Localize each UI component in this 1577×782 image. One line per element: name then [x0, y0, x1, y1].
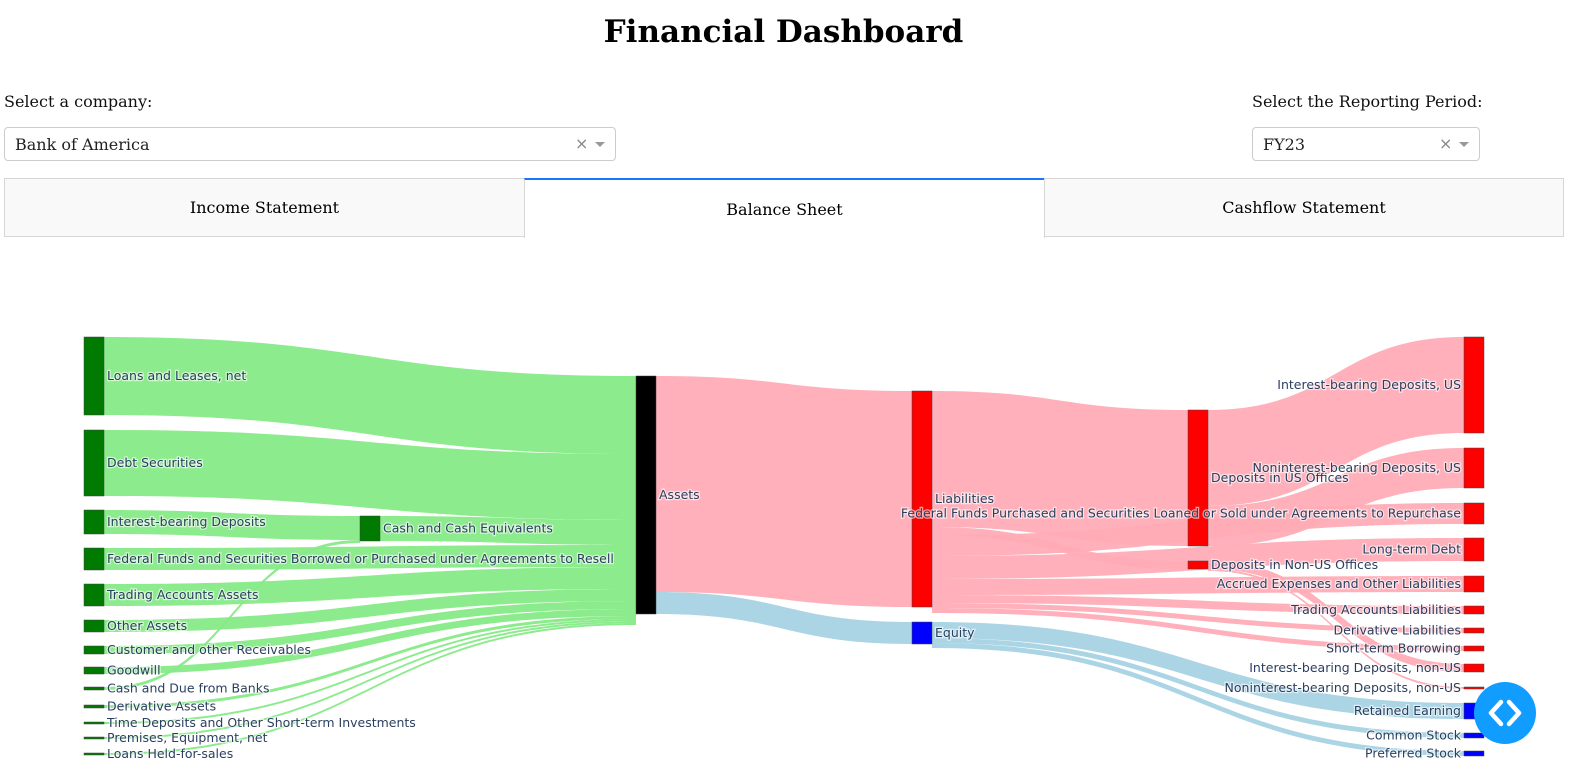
sankey-node-goodwill[interactable] [83, 666, 105, 675]
sankey-node-liabilities[interactable] [911, 390, 933, 608]
sankey-node-ibd_nonus[interactable] [1463, 663, 1485, 673]
sankey-link-debt-to-assets [104, 430, 636, 520]
company-select-value: Bank of America [15, 135, 150, 154]
sankey-node-dep_us[interactable] [1187, 409, 1209, 547]
sankey-node-preferred[interactable] [1463, 750, 1485, 757]
sankey-node-held_sale[interactable] [83, 752, 105, 756]
sankey-label-ibd_nonus: Interest-bearing Deposits, non-US [1249, 660, 1461, 675]
sankey-labels: Loans and Leases, net Debt Securities Inte… [105, 367, 1463, 763]
clear-icon[interactable]: × [1439, 134, 1453, 153]
tab-cashflow-statement[interactable]: Cashflow Statement [1044, 178, 1564, 237]
sankey-label-ibd_us: Interest-bearing Deposits, US [1277, 377, 1461, 392]
sankey-label-stb: Short-term Borrowing [1326, 641, 1461, 656]
company-select-label: Select a company: [4, 92, 153, 111]
sankey-node-equity[interactable] [911, 621, 933, 645]
sankey-label-common: Common Stock [1366, 728, 1462, 743]
sankey-label-assets: Assets [659, 487, 700, 502]
sankey-label-cash_eq: Cash and Cash Equivalents [383, 521, 553, 536]
period-select-value: FY23 [1263, 135, 1306, 154]
sankey-node-fedfunds_liab[interactable] [1463, 502, 1485, 525]
sankey-node-ltd[interactable] [1463, 537, 1485, 562]
sankey-label-fedfunds_asset: Federal Funds and Securities Borrowed or… [107, 551, 614, 566]
sankey-label-held_sale: Loans Held-for-sales [107, 746, 233, 761]
sankey-link-liabilities-to-dep_nonus [932, 527, 1188, 569]
sankey-label-fedfunds_liab: Federal Funds Purchased and Securities L… [901, 506, 1461, 521]
statement-tabs: Income Statement Balance Sheet Cashflow … [4, 178, 1564, 238]
sankey-label-ltd: Long-term Debt [1362, 542, 1461, 557]
sankey-label-nibd_us: Noninterest-bearing Deposits, US [1253, 460, 1462, 475]
sankey-label-trading_asset: Trading Accounts Assets [106, 587, 258, 602]
sankey-label-liabilities: Liabilities [935, 491, 994, 506]
sankey-node-fedfunds_asset[interactable] [83, 547, 105, 571]
sankey-label-dep_us: Deposits in US Offices [1211, 470, 1349, 485]
tab-balance-sheet[interactable]: Balance Sheet [524, 178, 1045, 238]
sankey-node-debt[interactable] [83, 429, 105, 497]
sankey-node-ibd_us[interactable] [1463, 336, 1485, 434]
sankey-label-retained: Retained Earning [1354, 703, 1461, 718]
sankey-label-debt: Debt Securities [107, 455, 203, 470]
sankey-label-nibd_nonus: Noninterest-bearing Deposits, non-US [1225, 680, 1462, 695]
clear-icon[interactable]: × [575, 134, 589, 153]
sankey-label-receivables: Customer and other Receivables [107, 642, 311, 657]
sankey-link-liabilities-to-dep_us [932, 391, 1188, 546]
chevron-down-icon[interactable] [595, 142, 605, 147]
sankey-node-other_assets[interactable] [83, 619, 105, 633]
sankey-node-accrued[interactable] [1463, 575, 1485, 593]
period-select[interactable]: FY23 × [1252, 127, 1480, 161]
sankey-nodes [83, 336, 1485, 757]
sankey-node-loans[interactable] [83, 336, 105, 416]
sankey-node-nibd_nonus[interactable] [1463, 686, 1485, 690]
chevron-down-icon[interactable] [1459, 142, 1469, 147]
tab-income-statement[interactable]: Income Statement [4, 178, 525, 237]
sankey-node-assets[interactable] [635, 375, 657, 615]
company-select[interactable]: Bank of America × [4, 127, 616, 161]
sankey-label-dep_nonus: Deposits in Non-US Offices [1211, 557, 1378, 572]
sankey-label-deriv_liab: Derivative Liabilities [1334, 623, 1461, 638]
sankey-label-deriv_asset: Derivative Assets [107, 699, 216, 714]
sankey-label-loans: Loans and Leases, net [107, 368, 246, 383]
sankey-node-cash_eq[interactable] [359, 515, 381, 542]
sankey-node-ibd_asset[interactable] [83, 509, 105, 535]
sankey-label-equity: Equity [935, 625, 975, 640]
sankey-label-cash_due: Cash and Due from Banks [107, 681, 269, 696]
code-toggle-button[interactable] [1474, 682, 1536, 744]
sankey-node-cash_due[interactable] [83, 686, 105, 691]
sankey-label-premises: Premises, Equipment, net [107, 730, 268, 745]
sankey-label-other_assets: Other Assets [107, 618, 187, 633]
sankey-node-nibd_us[interactable] [1463, 447, 1485, 489]
sankey-node-stb[interactable] [1463, 645, 1485, 652]
sankey-node-premises[interactable] [83, 736, 105, 740]
sankey-label-accrued: Accrued Expenses and Other Liabilities [1217, 576, 1461, 591]
sankey-label-time_dep: Time Deposits and Other Short-term Inves… [106, 715, 416, 730]
sankey-node-trading_liab[interactable] [1463, 605, 1485, 615]
sankey-label-trading_liab: Trading Accounts Liabilities [1290, 602, 1461, 617]
sankey-node-receivables[interactable] [83, 645, 105, 655]
sankey-node-deriv_asset[interactable] [83, 704, 105, 709]
sankey-node-trading_asset[interactable] [83, 583, 105, 607]
period-select-label: Select the Reporting Period: [1252, 92, 1483, 111]
sankey-label-preferred: Preferred Stock [1365, 746, 1462, 761]
page-title: Financial Dashboard [603, 14, 964, 50]
sankey-node-time_dep[interactable] [83, 721, 105, 725]
sankey-node-dep_nonus[interactable] [1187, 560, 1209, 570]
sankey-link-assets-to-equity [656, 592, 912, 644]
sankey-label-ibd_asset: Interest-bearing Deposits [107, 514, 266, 529]
sankey-label-goodwill: Goodwill [107, 663, 161, 678]
code-icon [1488, 699, 1522, 727]
sankey-node-deriv_liab[interactable] [1463, 627, 1485, 634]
sankey-link-loans-to-assets [104, 337, 636, 454]
